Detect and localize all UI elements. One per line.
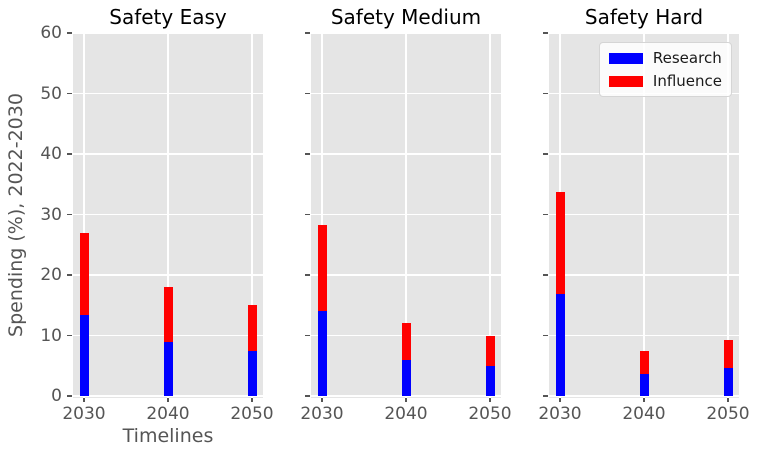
y-tick-label: 30 [40, 204, 62, 225]
subplot-title: Safety Easy [109, 5, 227, 29]
y-tick-label: 40 [40, 144, 62, 164]
bar-influence-2040 [163, 287, 173, 342]
bar-influence-2050 [247, 305, 257, 351]
y-tick-mark [305, 213, 310, 216]
bar-influence-2050 [485, 335, 495, 366]
y-tick-mark [305, 153, 310, 155]
legend: Research Influence [598, 42, 732, 97]
y-tick-mark [543, 92, 548, 95]
y-tick-mark [305, 274, 310, 276]
legend-label: Influence [652, 72, 722, 90]
subplot-safety-hard: Safety Hard Research Influence 2030 2040 2050 [538, 5, 749, 424]
x-tick-mark [727, 398, 729, 402]
plot-area [73, 33, 263, 398]
x-tick-label: 2040 [622, 404, 666, 424]
y-tick-mark [543, 334, 548, 337]
y-tick-label: 10 [40, 325, 62, 346]
y-tick-mark [543, 274, 548, 276]
subplot-title: Safety Hard [584, 5, 704, 29]
x-tick-label: 2050 [706, 404, 750, 424]
bar-influence-2030 [555, 192, 565, 294]
x-axis-label: Timelines [122, 425, 214, 447]
y-tick-label: 0 [51, 386, 62, 406]
y-tick-mark [67, 274, 72, 276]
x-tick-label: 2050 [230, 404, 274, 424]
x-tick-mark [83, 398, 85, 402]
plot-area: Research Influence [549, 33, 739, 398]
bar-research-2030 [555, 293, 565, 396]
y-tick-mark [67, 153, 72, 155]
gridline-vertical [167, 33, 169, 398]
influence-swatch [608, 75, 643, 87]
bar-influence-2030 [317, 224, 327, 311]
bar-research-2050 [485, 365, 495, 396]
y-tick-mark [543, 32, 548, 34]
gridline-vertical [489, 33, 491, 398]
x-tick-label: 2030 [538, 404, 582, 424]
x-tick-label: 2030 [62, 404, 106, 424]
x-tick-label: 2040 [146, 404, 190, 424]
y-tick-mark [305, 92, 310, 95]
y-tick-mark [305, 334, 310, 337]
bar-research-2030 [317, 310, 327, 396]
gridline-vertical [727, 33, 729, 398]
gridline-vertical [251, 33, 253, 398]
y-tick-mark [67, 334, 72, 337]
x-tick-mark [405, 398, 407, 402]
y-tick-label: 20 [40, 265, 62, 285]
y-tick-mark [305, 395, 310, 397]
y-tick-label: 60 [40, 23, 62, 43]
y-tick-label: 50 [40, 83, 62, 104]
x-tick-mark [251, 398, 253, 402]
x-tick-label: 2030 [300, 404, 344, 424]
subplot-safety-medium: Safety Medium 2030 2040 2050 [300, 5, 511, 424]
x-tick-mark [321, 398, 323, 402]
subplot-safety-easy: Safety Easy 2030 2040 2050 [62, 5, 273, 424]
legend-entry-research: Research [608, 49, 722, 67]
gridline-vertical [321, 33, 323, 398]
gridline-vertical [405, 33, 407, 398]
bar-research-2030 [79, 314, 89, 396]
bar-research-2050 [723, 368, 733, 396]
bar-influence-2040 [639, 351, 649, 374]
bar-influence-2030 [79, 233, 89, 315]
y-tick-mark [67, 32, 72, 34]
bar-influence-2050 [723, 339, 733, 369]
x-tick-mark [167, 398, 169, 402]
y-tick-mark [543, 153, 548, 155]
bar-influence-2040 [401, 322, 411, 360]
y-tick-mark [67, 92, 72, 95]
x-tick-mark [559, 398, 561, 402]
y-tick-mark [67, 395, 72, 397]
bar-research-2040 [163, 341, 173, 396]
research-swatch [608, 52, 643, 64]
x-tick-label: 2050 [468, 404, 512, 424]
x-tick-mark [489, 398, 491, 402]
x-tick-label: 2040 [384, 404, 428, 424]
plot-area [311, 33, 501, 398]
x-tick-mark [643, 398, 645, 402]
y-tick-mark [543, 213, 548, 216]
legend-entry-influence: Influence [608, 72, 722, 90]
legend-label: Research [652, 49, 722, 67]
y-tick-mark [305, 32, 310, 34]
y-tick-mark [67, 213, 72, 216]
bar-research-2040 [639, 373, 649, 396]
gridline-vertical [643, 33, 645, 398]
bar-research-2050 [247, 350, 257, 396]
bar-research-2040 [401, 359, 411, 396]
subplot-title: Safety Medium [330, 5, 482, 29]
gridline-vertical [83, 33, 85, 398]
y-tick-mark [543, 395, 548, 397]
